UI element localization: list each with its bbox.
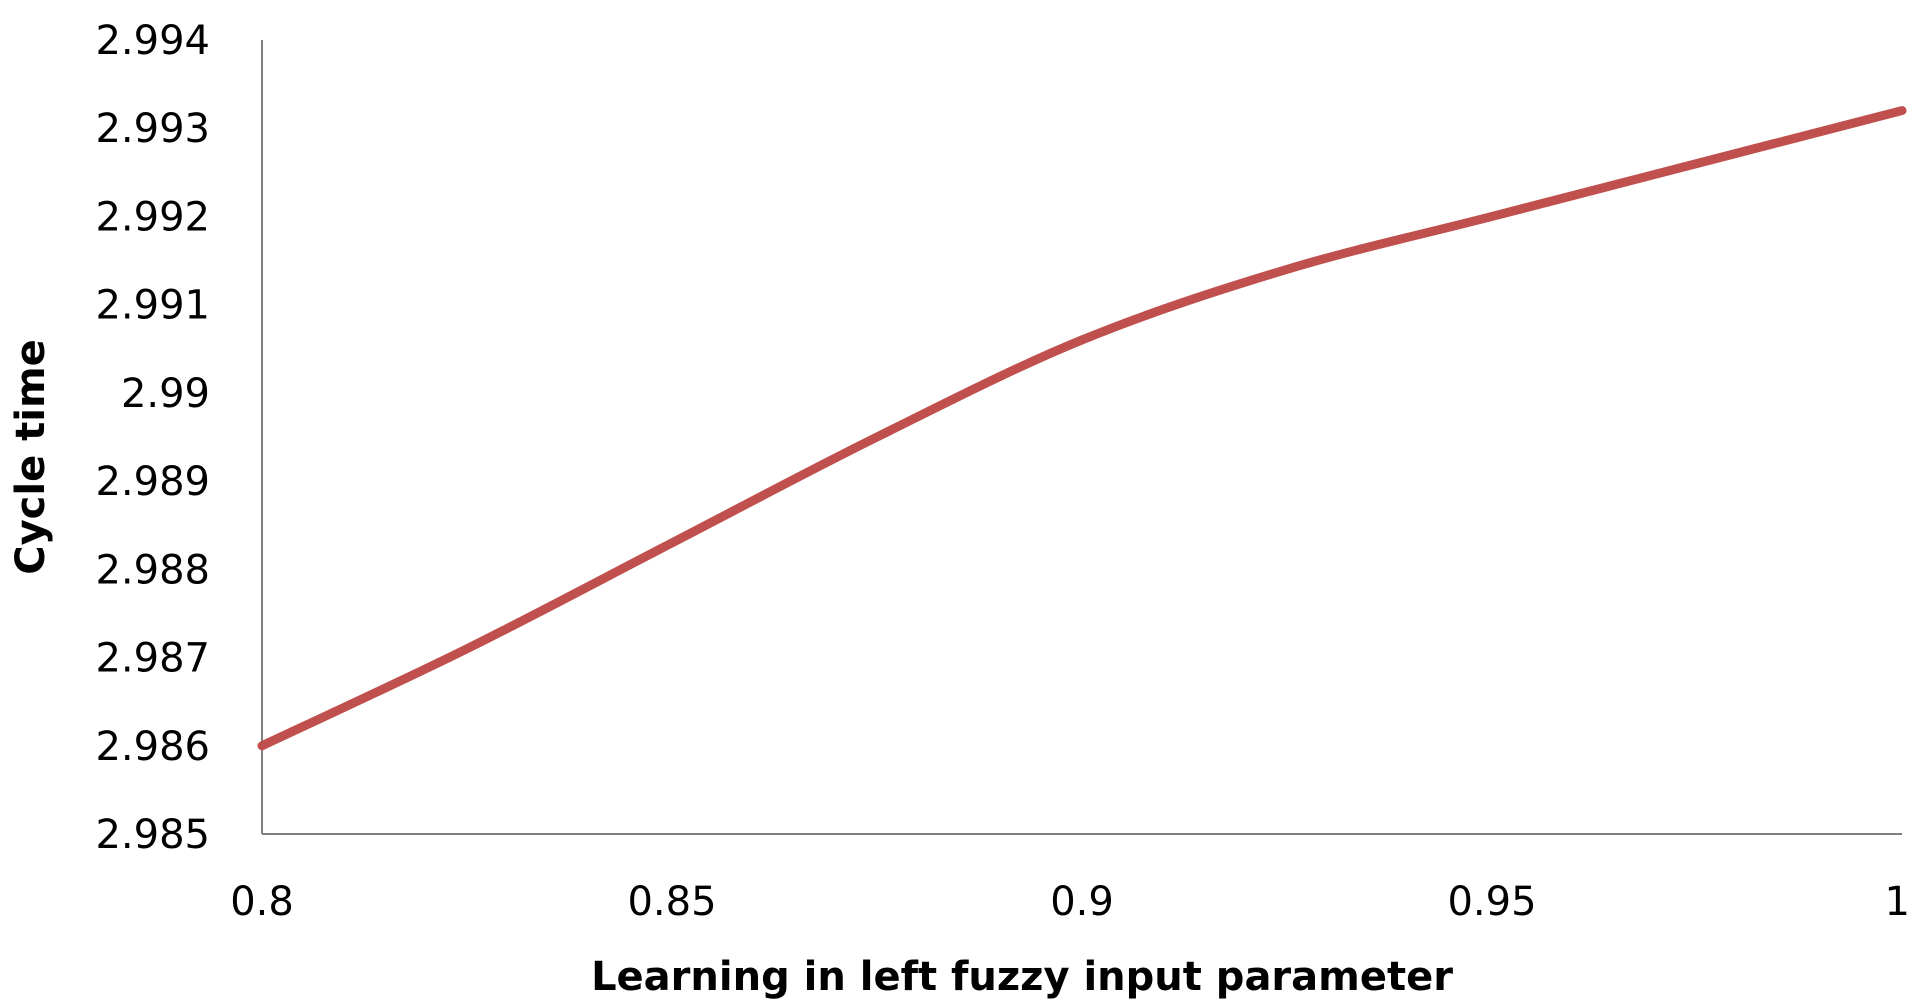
y-tick-label: 2.989 [95, 459, 210, 505]
y-tick-label: 2.987 [95, 636, 210, 682]
y-tick-label: 2.986 [95, 724, 210, 770]
x-tick-label: 0.85 [627, 879, 716, 925]
y-tick-label: 2.985 [95, 812, 210, 858]
y-tick-label: 2.992 [95, 194, 210, 240]
y-axis-title: Cycle time [8, 339, 54, 575]
series-line [257, 106, 1907, 751]
x-tick-label: 0.95 [1447, 879, 1536, 925]
x-axis-title: Learning in left fuzzy input parameter [591, 954, 1453, 1000]
x-tick-label: 0.8 [230, 879, 294, 925]
y-tick-label: 2.993 [95, 106, 210, 152]
y-tick-label: 2.994 [95, 18, 210, 64]
x-axis-ticks: 0.8 0.85 0.9 0.95 1 [230, 879, 1910, 925]
x-tick-label: 0.9 [1050, 879, 1114, 925]
y-tick-label: 2.991 [95, 283, 210, 329]
y-tick-label: 2.988 [95, 547, 210, 593]
series-layer [257, 106, 1907, 751]
x-tick-label: 1 [1885, 879, 1910, 925]
y-tick-label: 2.99 [121, 371, 210, 417]
y-axis-ticks: 2.985 2.986 2.987 2.988 2.989 2.99 2.991 2.992 2… [95, 18, 210, 858]
